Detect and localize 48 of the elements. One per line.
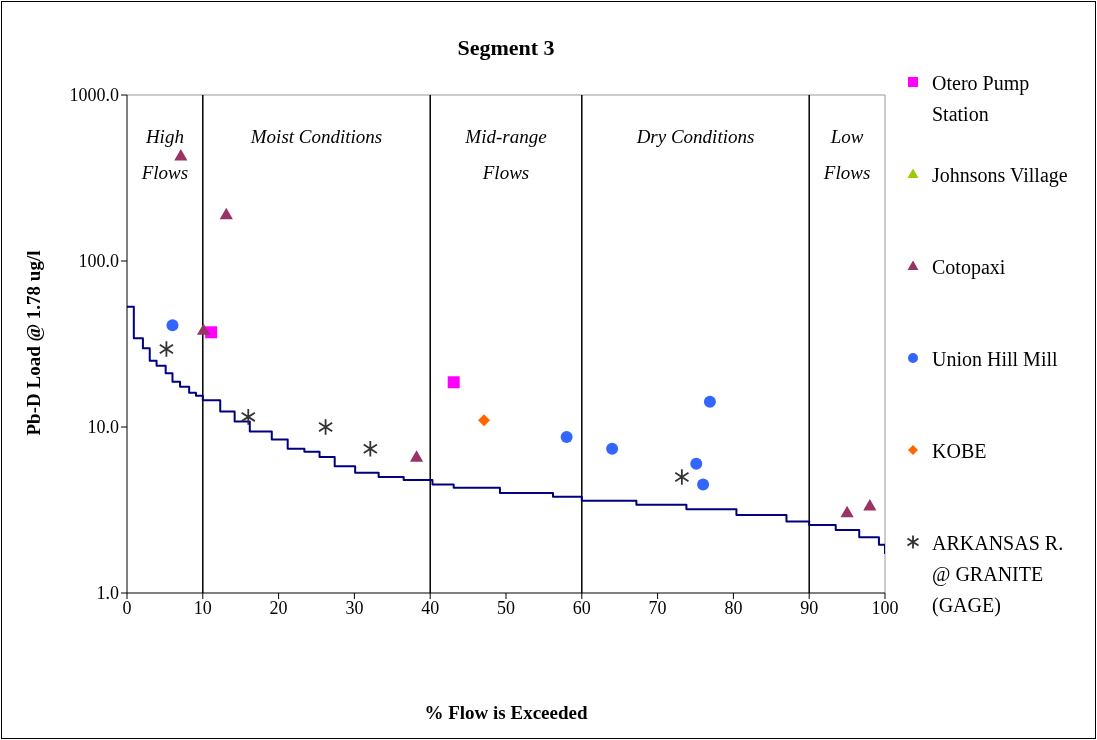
y-tick-label: 100.0 — [78, 251, 119, 272]
point — [447, 376, 460, 389]
point — [690, 457, 703, 470]
annotation: Low Flows — [822, 126, 871, 183]
legend-label: KOBE — [932, 439, 988, 464]
legend-label: Johnsons Village — [932, 163, 1069, 189]
x-tick-label: 20 — [269, 597, 288, 618]
point — [196, 323, 211, 335]
legend-label: Otero Pump Station — [932, 71, 1031, 127]
point — [174, 149, 188, 161]
annotation: Moist Conditions — [249, 126, 383, 147]
point — [863, 499, 877, 511]
x-tick-label: 0 — [122, 597, 132, 618]
chart-title: Segment 3 — [456, 35, 556, 61]
x-tick-label: 40 — [421, 597, 440, 618]
x-axis-title: % Flow is Exceeded — [423, 702, 589, 724]
x-tick-label: 80 — [724, 597, 743, 618]
annotation: Mid-range Flows — [464, 126, 547, 183]
x-tick-label: 90 — [800, 597, 819, 618]
point — [674, 468, 690, 486]
point — [840, 505, 854, 518]
point — [362, 440, 378, 458]
point — [158, 340, 174, 358]
x-tick-label: 60 — [572, 597, 591, 618]
x-tick-label: 70 — [648, 597, 667, 618]
point — [697, 478, 710, 491]
y-tick-label: 10.0 — [87, 417, 119, 438]
point — [318, 418, 334, 436]
point — [478, 414, 491, 427]
point — [409, 450, 424, 462]
annotation: High Flows — [140, 126, 189, 183]
legend-label: Cotopaxi — [932, 255, 1007, 281]
point — [240, 408, 256, 426]
point — [606, 442, 619, 455]
point — [703, 395, 716, 408]
y-tick-label: 1.0 — [96, 583, 119, 604]
x-tick-label: 100 — [871, 597, 899, 618]
x-tick-label: 50 — [497, 597, 515, 618]
y-axis-title: Pb-D Load @ 1.78 ug/l — [23, 249, 45, 438]
x-tick-label: 30 — [345, 597, 364, 618]
point — [560, 431, 573, 444]
x-tick-label: 10 — [193, 597, 212, 618]
y-tick-label: 1000.0 — [69, 85, 119, 106]
point — [219, 207, 233, 220]
legend-label: Union Hill Mill — [932, 347, 1059, 372]
annotation: Dry Conditions — [635, 126, 755, 147]
point — [166, 319, 179, 332]
legend-label: ARKANSAS R. @ GRANITE (GAGE) — [932, 531, 1065, 619]
